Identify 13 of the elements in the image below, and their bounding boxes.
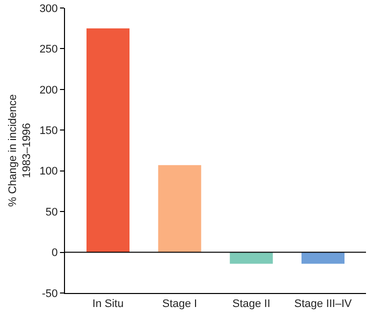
y-tick-label: 150 <box>39 124 58 137</box>
x-tick-label: In Situ <box>92 298 124 310</box>
x-tick-label: Stage I <box>162 298 198 310</box>
x-tick-label: Stage II <box>232 298 270 310</box>
y-tick-label: 100 <box>39 166 58 178</box>
x-tick-label: Stage III–IV <box>294 298 352 310</box>
y-axis-title: % Change in incidence 1983–1996 <box>6 94 34 207</box>
y-tick-label: -50 <box>42 288 58 300</box>
y-tick-label: 200 <box>39 84 58 96</box>
y-tick-label: 250 <box>39 44 58 56</box>
y-tick-label: 50 <box>46 206 58 218</box>
y-tick-label: 0 <box>52 247 58 260</box>
y-tick-label: 300 <box>39 2 58 15</box>
